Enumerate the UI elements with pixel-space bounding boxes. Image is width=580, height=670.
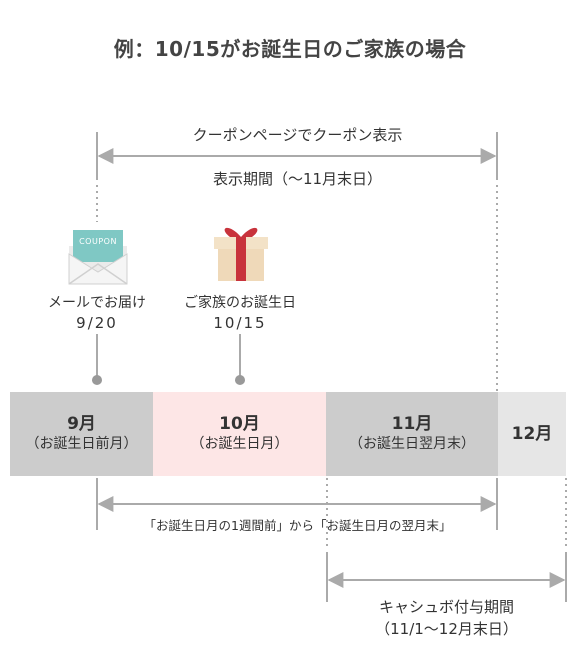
page-title: 例：10/15がお誕生日のご家族の場合 <box>113 37 467 61</box>
coupon-envelope-icon <box>68 230 128 285</box>
envelope-coupon-text: COUPON <box>79 237 117 246</box>
mail-date: 9/20 <box>76 314 118 332</box>
mail-label: メールでお届け <box>48 295 146 311</box>
month-sub: （お誕生日前月） <box>25 436 138 452</box>
gift-box-icon <box>214 227 268 281</box>
month-name: 11月 <box>391 414 433 434</box>
coupon-period-label: 表示期間（〜11月末日） <box>212 170 383 188</box>
month-sub: （お誕生日翌月末） <box>349 436 475 452</box>
month-cell-december: 12月 <box>498 392 566 476</box>
birthday-label: ご家族のお誕生日 <box>184 295 296 311</box>
mail-marker-dot <box>92 375 102 385</box>
coupon-span-label: クーポンページでクーポン表示 <box>192 126 403 144</box>
month-name: 9月 <box>67 414 96 434</box>
month-name: 12月 <box>511 424 553 444</box>
month-cell-september: 9月 （お誕生日前月） <box>10 392 153 476</box>
usage-span-label: 「お誕生日月の1週間前」から「お誕生日月の翌月末」 <box>143 518 452 533</box>
cashback-period: （11/1〜12月末日） <box>375 620 518 638</box>
month-cell-november: 11月 （お誕生日翌月末） <box>326 392 498 476</box>
birthday-date: 10/15 <box>213 314 267 332</box>
month-timeline: 9月 （お誕生日前月） 10月 （お誕生日月） 11月 （お誕生日翌月末） 12… <box>10 392 566 476</box>
month-sub: （お誕生日月） <box>190 436 289 452</box>
birthday-marker-dot <box>235 375 245 385</box>
month-cell-october: 10月 （お誕生日月） <box>153 392 326 476</box>
cashback-label: キャシュボ付与期間 <box>378 598 514 616</box>
month-name: 10月 <box>219 414 260 434</box>
